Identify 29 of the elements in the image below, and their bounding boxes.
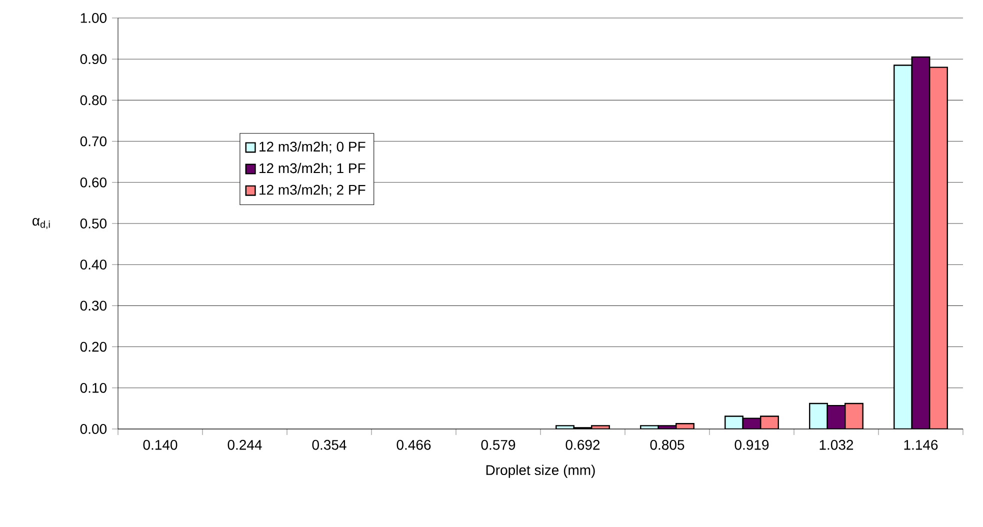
y-tick-label: 0.30 [80, 300, 107, 311]
x-tick-label: 0.919 [734, 440, 769, 450]
x-tick-label: 1.032 [820, 440, 854, 450]
x-tick-label: 0.466 [396, 440, 431, 450]
y-tick-label: 0.20 [80, 342, 107, 352]
legend-label: 12 m3/m2h; 2 PF [260, 184, 366, 196]
y-tick-label: 0.80 [80, 95, 107, 106]
x-tick-label: 0.244 [228, 440, 262, 450]
x-tick-label: 0.354 [312, 440, 346, 450]
x-tick-label: 1.146 [904, 440, 938, 450]
y-tick-label: 0.10 [80, 382, 107, 393]
legend-label: 12 m3/m2h; 1 PF [260, 162, 366, 175]
y-tick-label: 0.90 [80, 54, 107, 64]
x-tick-label: 0.692 [566, 440, 600, 450]
y-tick-label: 0.00 [80, 424, 107, 434]
bar [844, 402, 864, 429]
x-tick-label: 0.140 [143, 440, 178, 450]
legend-label: 12 m3/m2h; 0 PF [260, 141, 366, 154]
y-tick-label: 0.40 [80, 260, 107, 270]
y-tick-label: 0.70 [80, 136, 107, 146]
y-tick-label: 0.60 [80, 177, 107, 188]
y-axis-title: α$_{d,i}$ [32, 218, 50, 229]
x-tick-label: 0.579 [481, 440, 516, 450]
x-tick-label: 0.805 [650, 440, 684, 450]
bar [929, 66, 948, 429]
bar [911, 56, 930, 429]
x-axis-title: Droplet size (mm) [486, 464, 595, 478]
y-tick-label: 1.00 [80, 13, 107, 23]
y-tick-label: 0.50 [80, 218, 107, 228]
